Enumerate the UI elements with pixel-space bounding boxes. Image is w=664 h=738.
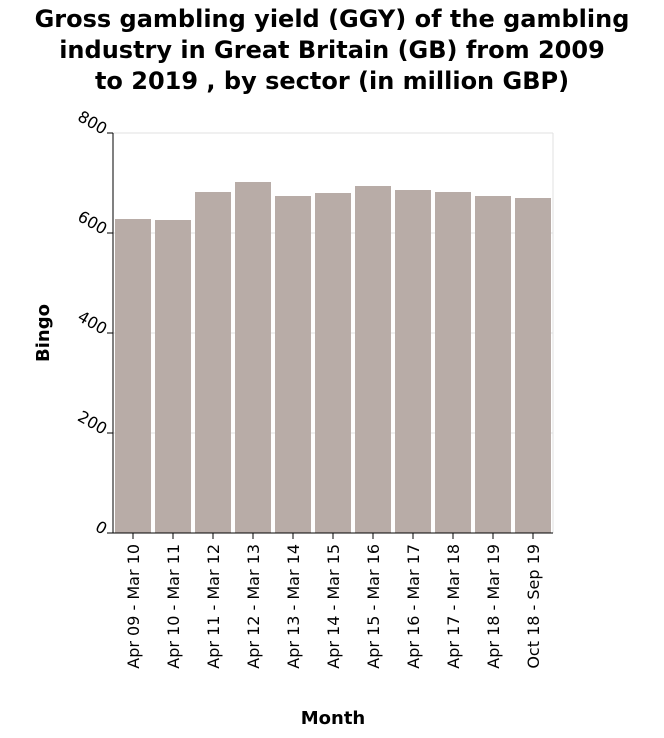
x-tick-label-8: Apr 17 - Mar 18 — [444, 544, 463, 669]
x-tick-label-7: Apr 16 - Mar 17 — [404, 544, 423, 669]
x-tick-label-9: Apr 18 - Mar 19 — [484, 544, 503, 669]
bar-2 — [195, 192, 231, 533]
x-tick-label-3: Apr 12 - Mar 13 — [244, 544, 263, 669]
chart-title-line-1: Gross gambling yield (GGY) of the gambli… — [34, 5, 630, 33]
x-tick-label-2: Apr 11 - Mar 12 — [204, 544, 223, 669]
x-tick-label-4: Apr 13 - Mar 14 — [284, 544, 303, 669]
bar-9 — [475, 196, 511, 533]
bar-4 — [275, 196, 311, 533]
y-tick-labels: 0 200 400 600 800 — [75, 107, 111, 539]
x-tick-label-6: Apr 15 - Mar 16 — [364, 544, 383, 669]
y-axis-title: Bingo — [33, 304, 54, 362]
bar-7 — [395, 190, 431, 533]
axes — [107, 132, 553, 539]
y-tick-label-3: 600 — [75, 207, 111, 239]
x-tick-labels: Apr 09 - Mar 10 Apr 10 - Mar 11 Apr 11 - M… — [124, 544, 543, 669]
bars — [115, 182, 551, 533]
x-tick-label-5: Apr 14 - Mar 15 — [324, 544, 343, 669]
chart-title-line-3: to 2019 , by sector (in million GBP) — [94, 67, 570, 95]
y-tick-label-2: 400 — [75, 307, 111, 339]
x-tick-label-10: Oct 18 - Sep 19 — [524, 544, 543, 669]
x-tick-label-0: Apr 09 - Mar 10 — [124, 544, 143, 669]
bar-10 — [515, 198, 551, 533]
chart-title-line-2: industry in Great Britain (GB) from 2009 — [59, 36, 605, 64]
x-tick-label-1: Apr 10 - Mar 11 — [164, 544, 183, 669]
bar-0 — [115, 219, 151, 533]
bar-8 — [435, 192, 471, 533]
x-axis-title: Month — [301, 708, 366, 729]
bar-1 — [155, 220, 191, 533]
bar-5 — [315, 193, 351, 533]
y-tick-label-1: 200 — [75, 407, 111, 439]
y-tick-label-4: 800 — [75, 107, 111, 139]
bar-3 — [235, 182, 271, 533]
y-tick-label-0: 0 — [92, 517, 110, 539]
bar-6 — [355, 186, 391, 533]
